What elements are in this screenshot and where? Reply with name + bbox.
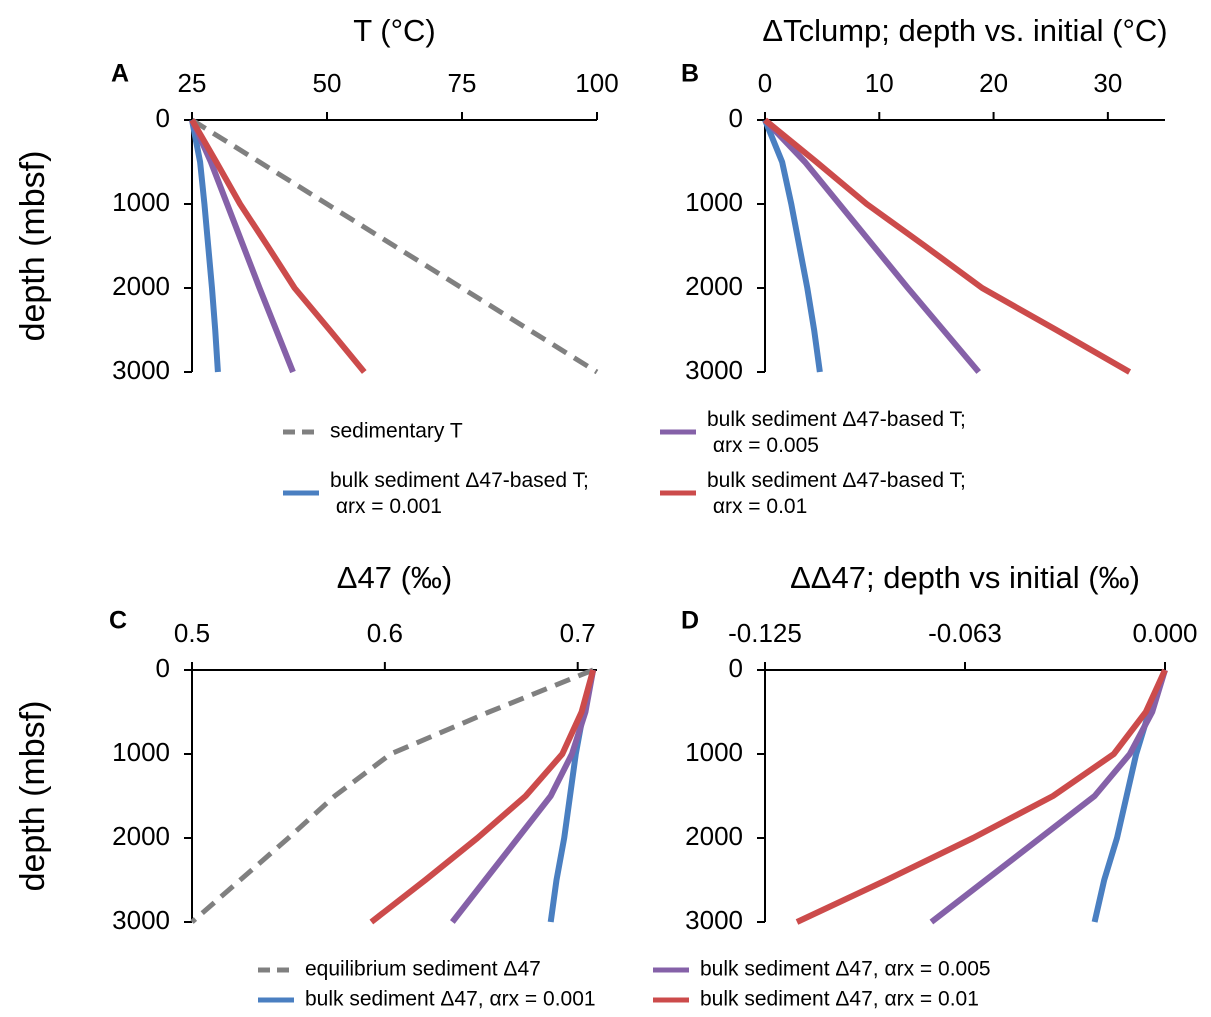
y-tick-label: 0: [156, 653, 170, 683]
y-tick-label: 3000: [685, 355, 743, 385]
y-tick-label: 3000: [112, 355, 170, 385]
series-line: [763, 117, 1132, 375]
series-line: [369, 669, 597, 925]
series-line: [189, 119, 221, 373]
axis-title: ΔTclump; depth vs. initial (°C): [762, 13, 1167, 48]
legend-label: bulk sediment Δ47, αrx = 0.01: [700, 988, 979, 1011]
x-tick-label: 20: [979, 68, 1008, 98]
legend-label: bulk sediment Δ47, αrx = 0.005: [700, 958, 991, 981]
x-tick-label: 0.5: [174, 618, 210, 648]
y-tick-label: 2000: [112, 821, 170, 851]
series-line: [762, 118, 823, 373]
legend-label: equilibrium sediment Δ47: [305, 958, 541, 981]
y-tick-label: 1000: [112, 187, 170, 217]
y-tick-label: 1000: [685, 737, 743, 767]
x-tick-label: 75: [448, 68, 477, 98]
x-tick-label: -0.063: [928, 618, 1002, 648]
legend-label: bulk sediment Δ47-based T; αrx = 0.005: [707, 408, 966, 457]
series-line: [190, 117, 599, 375]
x-tick-label: 30: [1093, 68, 1122, 98]
y-tick-label: 2000: [112, 271, 170, 301]
x-tick-label: 0: [758, 68, 772, 98]
panel-letter: C: [109, 607, 127, 635]
series-line: [190, 667, 595, 924]
series-line: [929, 669, 1168, 925]
axis-title: Δ47 (‰): [337, 560, 452, 595]
x-tick-label: 0.6: [367, 618, 403, 648]
y-tick-label: 0: [729, 103, 743, 133]
panel-letter: A: [111, 60, 129, 88]
series-line: [189, 118, 296, 374]
y-axis-label: depth (mbsf): [14, 701, 52, 892]
series-line: [449, 669, 597, 924]
y-tick-label: 3000: [112, 905, 170, 935]
x-tick-label: 25: [178, 68, 207, 98]
y-tick-label: 2000: [685, 821, 743, 851]
series-line: [189, 118, 367, 374]
x-tick-label: 100: [575, 68, 618, 98]
legend-label: bulk sediment Δ47-based T; αrx = 0.001: [330, 469, 589, 518]
y-tick-label: 0: [156, 103, 170, 133]
legend-label: bulk sediment Δ47, αrx = 0.001: [305, 988, 596, 1011]
axis-title: T (°C): [353, 13, 435, 48]
x-tick-label: 10: [865, 68, 894, 98]
x-tick-label: 50: [313, 68, 342, 98]
legend-label: sedimentary T: [330, 420, 463, 443]
legend-label: bulk sediment Δ47-based T; αrx = 0.01: [707, 469, 966, 518]
series-line: [762, 117, 982, 374]
axis-title: ΔΔ47; depth vs initial (‰): [790, 560, 1140, 595]
x-tick-label: 0.7: [560, 618, 596, 648]
y-axis-label: depth (mbsf): [14, 151, 52, 342]
x-tick-label: 0.000: [1132, 618, 1197, 648]
y-tick-label: 3000: [685, 905, 743, 935]
y-tick-label: 0: [729, 653, 743, 683]
x-tick-label: -0.125: [728, 618, 802, 648]
y-tick-label: 1000: [685, 187, 743, 217]
y-tick-label: 1000: [112, 737, 170, 767]
series-line: [795, 668, 1168, 925]
y-tick-label: 2000: [685, 271, 743, 301]
panel-letter: D: [681, 607, 699, 635]
panel-letter: B: [681, 60, 699, 88]
